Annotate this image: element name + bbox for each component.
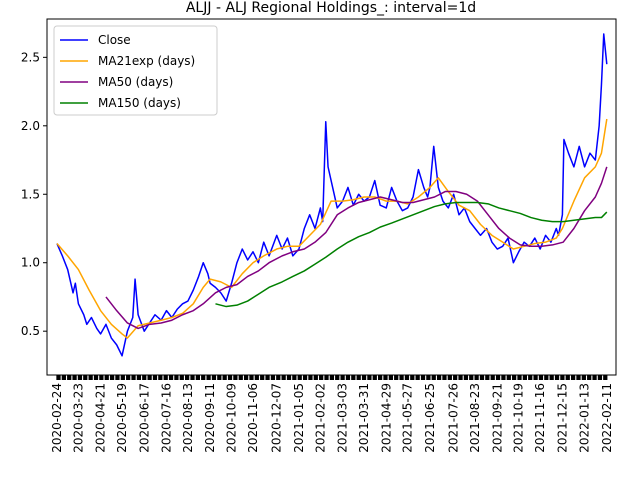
x-tick-marks (56, 375, 608, 380)
legend-label-ma50-days: MA50 (days) (98, 75, 173, 89)
x-tick-label: 2020-04-21 (94, 383, 108, 453)
chart-title: ALJJ - ALJ Regional Holdings_: interval=… (186, 0, 476, 16)
x-tick-label: 2021-09-21 (490, 383, 504, 453)
series-line-ma150-days (215, 201, 608, 308)
series-line-ma21exp-days (56, 118, 608, 339)
y-tick-label: 1.5 (21, 187, 40, 201)
y-tick-label: 1.0 (21, 256, 40, 270)
x-tick-label: 2021-01-05 (292, 383, 306, 453)
y-axis-ticks: 0.5 1.0 1.5 2.0 2.5 (21, 50, 47, 338)
x-tick-label: 2021-12-15 (555, 383, 569, 453)
x-tick-label: 2020-12-07 (270, 383, 284, 453)
x-axis-ticks: 2020-02-24 2020-03-23 2020-04-21 2020-05-19… (50, 375, 614, 453)
series-line-ma50-days (105, 166, 608, 330)
plot-area-frame (46, 18, 617, 376)
x-tick-label: 2020-02-24 (50, 383, 64, 453)
x-tick-label: 2020-09-11 (203, 383, 217, 453)
x-tick-label: 2021-03-03 (336, 383, 350, 453)
legend-frame (53, 25, 218, 116)
x-tick-label: 2021-05-27 (401, 383, 415, 453)
x-tick-label: 2021-08-23 (468, 383, 482, 453)
legend: Close MA21exp (days) MA50 (days) MA150 (day… (53, 25, 218, 116)
x-tick-label: 2020-03-23 (71, 383, 85, 453)
x-tick-label: 2021-11-16 (533, 383, 547, 453)
x-tick-label: 2020-11-06 (246, 383, 260, 453)
x-tick-label: 2020-07-16 (159, 383, 173, 453)
x-tick-label: 2020-06-17 (137, 383, 151, 453)
legend-label-ma150-days: MA150 (days) (98, 96, 181, 110)
y-tick-label: 0.5 (21, 324, 40, 338)
x-tick-label: 2022-01-13 (578, 383, 592, 453)
y-tick-label: 2.0 (21, 119, 40, 133)
series-lines (56, 33, 608, 357)
legend-label-close: Close (98, 33, 131, 47)
x-tick-label: 2021-04-29 (379, 383, 393, 453)
x-tick-label: 2021-02-02 (313, 383, 327, 453)
x-tick-label: 2021-06-25 (423, 383, 437, 453)
x-tick-label: 2021-03-31 (357, 383, 371, 453)
x-tick-label: 2020-10-09 (225, 383, 239, 453)
x-tick-label: 2022-02-11 (600, 383, 614, 453)
x-tick-label: 2021-07-26 (447, 383, 461, 453)
legend-label-ma21exp-days: MA21exp (days) (98, 54, 195, 68)
x-tick-label: 2020-08-13 (181, 383, 195, 453)
y-tick-label: 2.5 (21, 50, 40, 64)
x-tick-label: 2021-10-19 (512, 383, 526, 453)
x-tick-label: 2020-05-19 (115, 383, 129, 453)
series-line-close (56, 33, 608, 357)
